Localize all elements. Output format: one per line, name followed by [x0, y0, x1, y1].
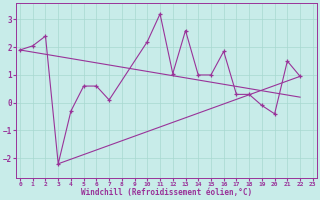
X-axis label: Windchill (Refroidissement éolien,°C): Windchill (Refroidissement éolien,°C) — [81, 188, 252, 197]
